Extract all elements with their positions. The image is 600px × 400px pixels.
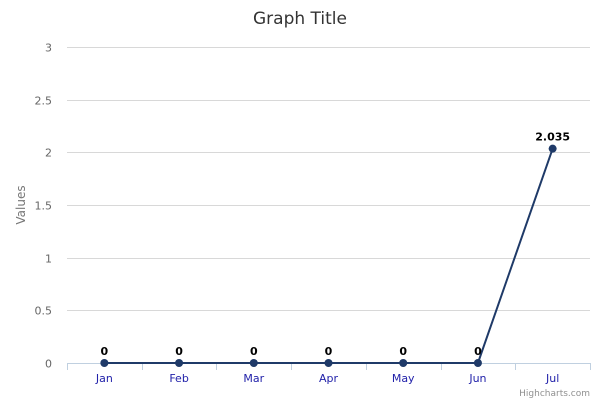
x-tick-label: May bbox=[392, 372, 415, 385]
y-axis-title: Values bbox=[14, 185, 28, 224]
y-tick-label: 0.5 bbox=[35, 305, 53, 318]
x-tick-label: Jul bbox=[545, 372, 559, 385]
data-label: 0 bbox=[474, 345, 482, 358]
series bbox=[100, 144, 557, 367]
data-point bbox=[324, 359, 333, 367]
data-label: 0 bbox=[325, 345, 333, 358]
y-tick-label: 0 bbox=[45, 358, 52, 371]
data-labels: 0 0 0 0 0 0 2.035 bbox=[101, 131, 571, 358]
data-point bbox=[175, 359, 184, 367]
data-point bbox=[249, 359, 258, 367]
y-tick-label: 2 bbox=[45, 147, 52, 160]
chart-title: Graph Title bbox=[253, 9, 347, 29]
series-line bbox=[103, 147, 554, 364]
x-tick-label: Mar bbox=[243, 372, 264, 385]
y-tick-label: 3 bbox=[45, 42, 52, 55]
data-point bbox=[100, 359, 109, 367]
x-tick-label: Jun bbox=[468, 372, 486, 385]
data-label: 0 bbox=[175, 345, 183, 358]
data-point bbox=[399, 359, 408, 367]
data-point bbox=[548, 144, 557, 153]
y-tick-label: 1.5 bbox=[35, 200, 53, 213]
y-tick-label: 2.5 bbox=[35, 95, 53, 108]
data-point bbox=[473, 359, 482, 367]
x-tick-label: Jan bbox=[95, 372, 113, 385]
x-axis: Jan Feb Mar Apr May Jun Jul bbox=[67, 363, 591, 385]
data-label: 0 bbox=[250, 345, 258, 358]
x-tick-label: Apr bbox=[319, 372, 339, 385]
data-label: 2.035 bbox=[535, 131, 570, 144]
y-tick-label: 1 bbox=[45, 253, 52, 266]
credits[interactable]: Highcharts.com bbox=[519, 389, 590, 399]
x-tick-label: Feb bbox=[169, 372, 188, 385]
data-label: 0 bbox=[101, 345, 109, 358]
y-axis-labels: 0 0.5 1 1.5 2 2.5 3 bbox=[35, 42, 53, 371]
data-label: 0 bbox=[399, 345, 407, 358]
gridlines bbox=[67, 47, 590, 364]
